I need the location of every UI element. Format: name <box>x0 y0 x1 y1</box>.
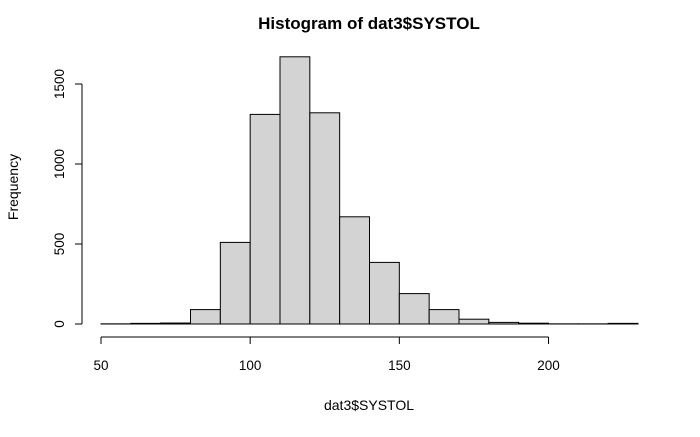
x-tick-label: 50 <box>93 358 108 373</box>
y-tick-label: 500 <box>52 233 67 256</box>
histogram-bar <box>429 310 459 324</box>
y-tick-label: 1000 <box>52 149 67 179</box>
histogram-bar <box>310 113 340 324</box>
x-tick-label: 200 <box>537 358 560 373</box>
histogram-bar <box>250 114 280 324</box>
histogram-bar <box>131 323 161 324</box>
histogram-bar <box>519 323 549 324</box>
histogram-bar <box>340 217 370 324</box>
y-tick-label: 0 <box>52 320 67 328</box>
x-axis: 50 100 150 200 <box>93 337 559 373</box>
bars-group <box>101 57 638 324</box>
histogram-bar <box>161 323 191 324</box>
histogram-bar <box>459 319 489 324</box>
histogram-bar <box>191 310 221 324</box>
histogram-bar <box>489 322 519 324</box>
y-tick-label: 1500 <box>52 69 67 99</box>
histogram-bar <box>370 262 400 324</box>
chart-title: Histogram of dat3$SYSTOL <box>258 14 480 33</box>
histogram-bar <box>608 323 638 324</box>
x-axis-label: dat3$SYSTOL <box>324 397 414 413</box>
histogram-bar <box>399 294 429 324</box>
histogram-bar <box>280 57 310 324</box>
y-axis: 0 500 1000 1500 <box>52 69 82 328</box>
x-tick-label: 150 <box>388 358 411 373</box>
histogram-bar <box>220 242 250 324</box>
y-axis-label: Frequency <box>5 154 21 220</box>
x-tick-label: 100 <box>239 358 262 373</box>
